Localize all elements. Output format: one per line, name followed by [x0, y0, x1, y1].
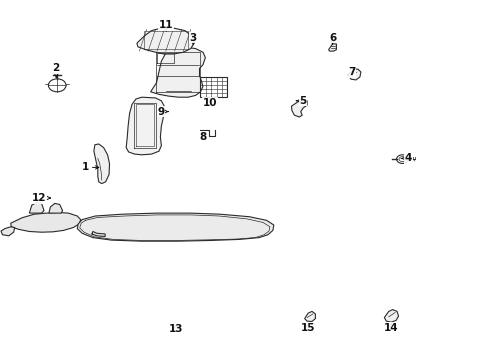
Polygon shape: [126, 97, 164, 155]
Text: 9: 9: [158, 107, 168, 117]
Text: 10: 10: [203, 98, 217, 108]
Polygon shape: [328, 44, 336, 51]
Polygon shape: [29, 202, 44, 213]
Text: 3: 3: [189, 33, 196, 44]
Polygon shape: [77, 213, 273, 241]
Text: 12: 12: [32, 193, 50, 203]
Polygon shape: [384, 310, 398, 322]
Text: 13: 13: [168, 324, 183, 334]
Polygon shape: [137, 28, 194, 54]
Text: 5: 5: [296, 96, 306, 106]
Text: 1: 1: [82, 162, 99, 172]
Text: 7: 7: [347, 67, 355, 77]
Text: 14: 14: [383, 323, 398, 333]
Text: 11: 11: [159, 20, 173, 31]
Polygon shape: [11, 212, 81, 232]
Text: 15: 15: [300, 323, 315, 333]
Polygon shape: [1, 227, 15, 236]
Text: 2: 2: [53, 63, 60, 77]
Polygon shape: [49, 203, 62, 213]
Polygon shape: [304, 311, 315, 321]
Polygon shape: [150, 47, 205, 97]
Text: 8: 8: [199, 132, 206, 142]
Polygon shape: [291, 99, 306, 117]
Text: 4: 4: [401, 153, 411, 163]
Polygon shape: [347, 69, 360, 80]
Polygon shape: [94, 144, 109, 184]
Text: 6: 6: [328, 33, 335, 44]
